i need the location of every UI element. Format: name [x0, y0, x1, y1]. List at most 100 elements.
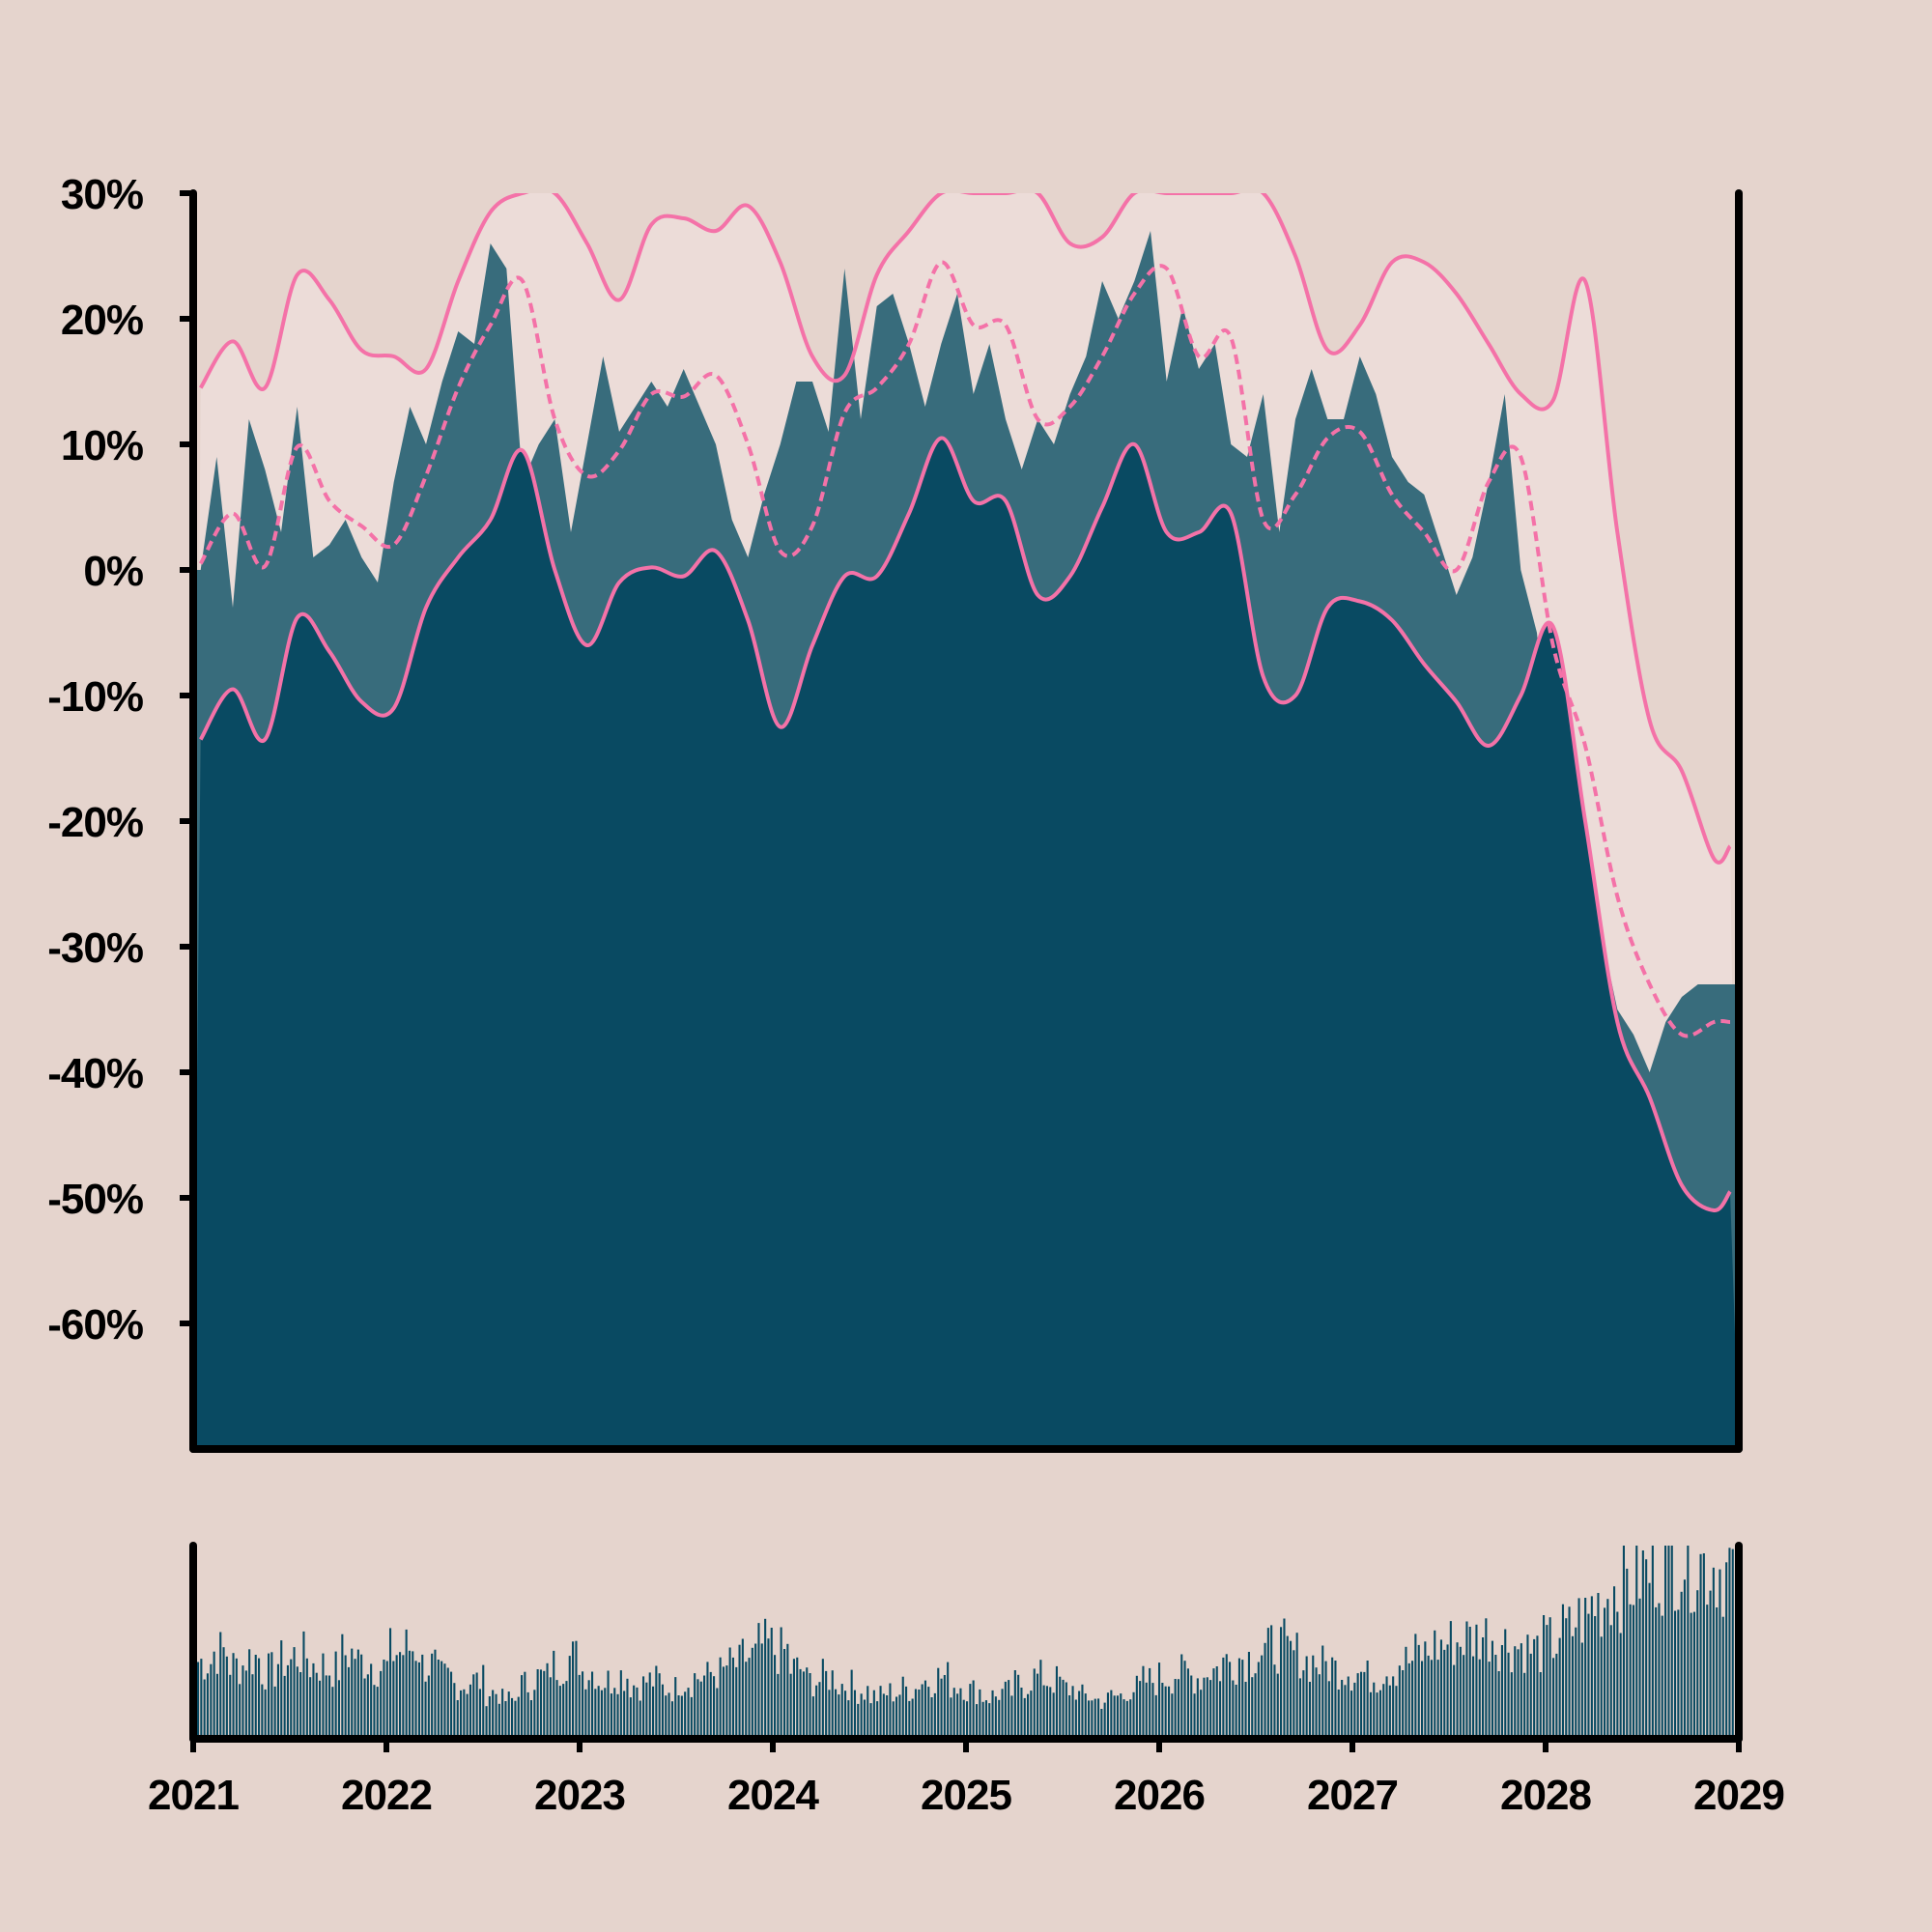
volume-bar — [1584, 1598, 1587, 1739]
volume-bar — [1414, 1634, 1417, 1739]
volume-bar — [706, 1662, 709, 1739]
volume-bar — [1424, 1641, 1427, 1739]
volume-bar — [802, 1671, 805, 1739]
x-tick-label: 2027 — [1307, 1772, 1398, 1819]
volume-bar — [392, 1661, 395, 1739]
volume-bar — [360, 1654, 363, 1739]
volume-bar — [427, 1675, 430, 1739]
volume-bar — [981, 1701, 984, 1739]
volume-bar — [658, 1673, 661, 1739]
volume-bar — [857, 1703, 860, 1739]
volume-bar — [507, 1691, 510, 1739]
volume-bar — [1106, 1692, 1109, 1739]
volume-bar — [222, 1647, 225, 1739]
volume-bar — [1135, 1675, 1138, 1739]
volume-bar — [677, 1695, 680, 1739]
volume-bar — [286, 1664, 289, 1739]
volume-bar — [1514, 1646, 1517, 1739]
volume-bar — [1308, 1682, 1311, 1739]
volume-bar — [453, 1683, 456, 1739]
volume-bar — [1577, 1598, 1580, 1739]
volume-bar — [376, 1687, 379, 1739]
volume-bar — [1376, 1692, 1378, 1739]
volume-bar — [1356, 1673, 1359, 1739]
volume-bar — [517, 1696, 520, 1739]
volume-bar — [1183, 1661, 1186, 1739]
volume-bar — [1200, 1690, 1203, 1739]
volume-bar — [1575, 1627, 1577, 1739]
volume-bar — [952, 1688, 955, 1739]
volume-bar — [572, 1641, 575, 1739]
volume-bar — [783, 1649, 786, 1739]
volume-bar — [1081, 1684, 1084, 1739]
volume-bar — [1334, 1661, 1337, 1739]
volume-bar — [460, 1690, 463, 1739]
volume-bar — [351, 1648, 354, 1739]
volume-bar — [463, 1689, 466, 1739]
volume-bar — [543, 1670, 546, 1739]
volume-bar — [203, 1679, 206, 1739]
volume-bar — [1276, 1673, 1279, 1739]
volume-bar — [860, 1693, 863, 1739]
volume-bar — [1327, 1681, 1330, 1739]
volume-bar — [661, 1684, 664, 1739]
volume-bar — [1552, 1658, 1555, 1739]
volume-bar — [1706, 1605, 1709, 1739]
volume-bar — [1241, 1660, 1244, 1739]
volume-bar — [1062, 1679, 1065, 1739]
volume-bar — [553, 1650, 555, 1739]
volume-bar — [921, 1684, 923, 1739]
volume-bar — [796, 1657, 799, 1739]
volume-bar — [694, 1673, 696, 1739]
volume-bar — [565, 1681, 568, 1739]
volume-bar — [933, 1692, 936, 1739]
volume-bar — [623, 1690, 626, 1739]
volume-bar — [395, 1655, 398, 1739]
volume-bar — [1229, 1662, 1232, 1739]
volume-bar — [354, 1659, 356, 1739]
volume-bar — [309, 1677, 312, 1739]
volume-bar — [1651, 1546, 1654, 1739]
volume-bar — [1331, 1657, 1334, 1739]
volume-bar — [210, 1663, 213, 1739]
volume-bar — [1609, 1625, 1612, 1739]
volume-bar — [1539, 1672, 1542, 1739]
volume-bar — [1171, 1693, 1174, 1739]
volume-bar — [251, 1674, 254, 1739]
volume-bar — [1116, 1695, 1119, 1739]
volume-bar — [716, 1688, 719, 1739]
volume-bar — [1725, 1562, 1728, 1739]
volume-bar — [786, 1643, 789, 1739]
volume-bar — [1074, 1699, 1077, 1739]
volume-bar — [1120, 1693, 1122, 1739]
volume-bar — [754, 1643, 757, 1739]
y-axis-ticks: 30% 20% 10% 0% -10% -20% -30% -40% -50% -60% — [47, 171, 193, 1349]
volume-bar — [568, 1656, 571, 1739]
volume-bar — [485, 1706, 488, 1739]
y-tick-label: 20% — [61, 297, 143, 344]
volume-bar — [1696, 1590, 1699, 1739]
volume-bar — [741, 1638, 744, 1739]
volume-bar — [389, 1628, 392, 1739]
volume-bar — [582, 1671, 584, 1739]
volume-bar — [725, 1665, 728, 1739]
volume-bar — [748, 1658, 751, 1739]
volume-bar — [1305, 1656, 1308, 1739]
volume-bar — [504, 1701, 507, 1739]
volume-bar — [383, 1660, 385, 1739]
volume-bar — [312, 1662, 315, 1739]
volume-bar — [927, 1687, 930, 1739]
volume-bar — [1504, 1629, 1507, 1739]
volume-bar — [719, 1657, 722, 1739]
volume-bar — [757, 1623, 760, 1739]
volume-bar — [809, 1673, 811, 1739]
volume-bar — [495, 1693, 497, 1739]
volume-bar — [555, 1680, 558, 1739]
volume-bar — [1084, 1693, 1087, 1739]
volume-bar — [562, 1684, 565, 1739]
volume-bar — [629, 1697, 632, 1739]
volume-bar — [937, 1667, 940, 1739]
volume-bar — [254, 1655, 257, 1739]
volume-bar — [261, 1684, 264, 1739]
